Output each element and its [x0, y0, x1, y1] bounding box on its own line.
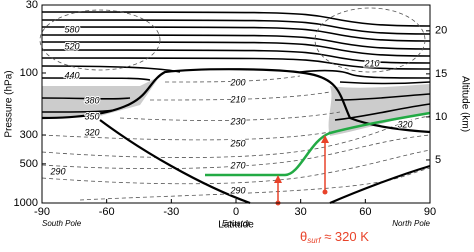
isentrope: [119, 111, 341, 121]
x-region-label: South Pole: [42, 219, 82, 228]
isentrope: [314, 7, 426, 73]
contour-label: 320: [84, 127, 99, 137]
surface-isentrope: [205, 111, 431, 177]
isentropes-lower: [39, 7, 431, 201]
thick-line: [329, 164, 431, 205]
contour-label: 350: [84, 111, 99, 121]
arrow-head: [274, 175, 282, 183]
isentrope: [41, 49, 431, 64]
y-tick-label: 1000: [14, 197, 38, 209]
shaded-region: [328, 84, 430, 136]
plot-area: [39, 4, 431, 206]
x-tick-label: 60: [359, 206, 371, 218]
isentrope: [41, 131, 331, 141]
y-axis-label: Pressure (hPa): [4, 70, 15, 137]
x-axis-label: Latitude: [218, 220, 254, 231]
contour-label: 290: [229, 185, 245, 195]
isentrope: [149, 91, 331, 101]
isentrope: [79, 167, 431, 201]
x-tick-label: -90: [34, 206, 50, 218]
arrows: [274, 135, 329, 206]
isentrope: [41, 41, 431, 57]
annotation: θsurf ≈ 320 K: [300, 229, 369, 245]
contour-label: 210: [363, 58, 379, 68]
y-tick-label: 100: [20, 67, 38, 79]
contour-label: 200: [229, 77, 245, 87]
contour-label: 270: [229, 160, 245, 170]
contour-label: 250: [229, 138, 245, 148]
x-region-label: North Pole: [392, 219, 430, 228]
contour-label: 290: [49, 166, 65, 176]
contour-label: 380: [84, 95, 99, 105]
isentrope: [41, 19, 431, 35]
annotation-subscript: surf: [307, 236, 321, 245]
x-tick-label: -30: [163, 206, 179, 218]
contour-label: 230: [229, 116, 245, 126]
contour-label: 520: [64, 41, 79, 51]
y-tick-label: 300: [20, 129, 38, 141]
isentropes-upper: [41, 11, 431, 121]
isentrope: [41, 34, 431, 50]
thick-line: [99, 119, 251, 205]
shaded-region: [42, 76, 160, 118]
isentrope: [41, 77, 431, 85]
annotation-symbol: θ: [300, 229, 307, 244]
x-tick-label: -60: [99, 206, 115, 218]
isentrope: [41, 149, 431, 185]
isentrope: [41, 11, 431, 27]
y2-tick-label: 20: [435, 25, 447, 37]
isentrope: [41, 57, 431, 70]
contour-label: 440: [64, 70, 79, 80]
contour-label: 320: [397, 119, 412, 129]
x-tick-label: 30: [295, 206, 307, 218]
annotation-text: ≈ 320 K: [321, 229, 370, 244]
contour-label: 210: [229, 94, 245, 104]
tropopause: [41, 68, 431, 205]
tropopause-line: [41, 68, 431, 134]
arrow-head: [321, 135, 329, 143]
isentrope: [41, 93, 431, 101]
x-tick-label: 90: [424, 206, 436, 218]
isentrope: [41, 115, 431, 158]
isentrope: [39, 9, 161, 71]
x-region-label: Equator: [222, 219, 250, 228]
x-tick-label: 0: [233, 206, 239, 218]
isentrope: [164, 75, 301, 83]
y2-tick-label: 15: [435, 68, 447, 80]
y2-tick-label: 10: [435, 111, 447, 123]
y-tick-label: 500: [20, 158, 38, 170]
y2-axis-label: Altitude (km): [459, 76, 470, 132]
contour-label: 580: [64, 24, 79, 34]
y-tick-label: 30: [26, 0, 38, 11]
dot: [322, 189, 328, 195]
isentrope: [41, 26, 431, 42]
y2-tick-label: 5: [435, 154, 441, 166]
